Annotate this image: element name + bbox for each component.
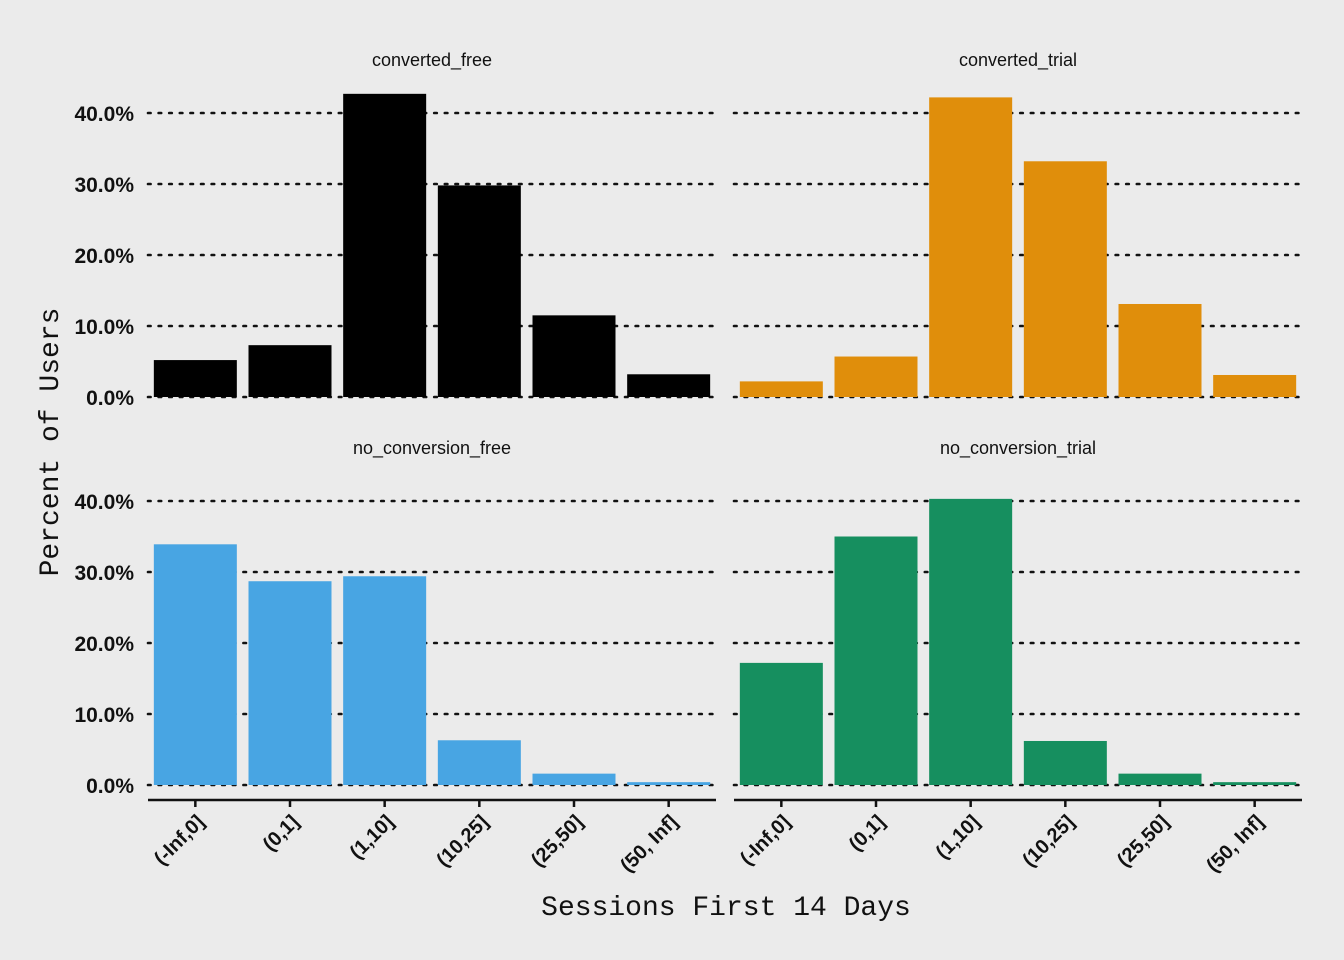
y-tick-label: 30.0% xyxy=(74,174,134,197)
x-tick-label: (50, Inf] xyxy=(616,811,682,877)
bar-no_conversion_trial-2 xyxy=(929,498,1013,785)
y-tick-label: 40.0% xyxy=(74,103,134,126)
y-tick-label: 20.0% xyxy=(74,633,134,656)
panel-title: no_conversion_trial xyxy=(940,438,1096,459)
bar-no_conversion_free-3 xyxy=(437,740,521,785)
panel-title: converted_trial xyxy=(959,50,1077,71)
x-tick-label: (-Inf,0] xyxy=(736,811,795,870)
bar-no_conversion_trial-5 xyxy=(1213,782,1297,785)
y-tick-label: 0.0% xyxy=(86,775,134,798)
y-tick-label: 40.0% xyxy=(74,491,134,514)
x-tick-label: (0,1] xyxy=(259,811,304,856)
panel-title: no_conversion_free xyxy=(353,438,511,459)
bar-no_conversion_trial-4 xyxy=(1118,773,1202,785)
y-tick-label: 20.0% xyxy=(74,245,134,268)
panel-converted_trial: converted_trial xyxy=(732,50,1304,399)
x-tick-label: (1,10] xyxy=(346,811,399,864)
x-tick-label: (50, Inf] xyxy=(1202,811,1268,877)
bar-no_conversion_free-0 xyxy=(153,544,237,785)
bar-no_conversion_trial-1 xyxy=(834,536,918,785)
bar-no_conversion_free-4 xyxy=(532,773,616,785)
bar-converted_trial-4 xyxy=(1118,303,1202,397)
bar-no_conversion_free-5 xyxy=(627,782,711,785)
x-tick-label: (25,50] xyxy=(527,811,587,871)
panel-no_conversion_free: no_conversion_free 0.0% 10.0% 20.0% 30.0% 40.… xyxy=(74,438,718,877)
y-axis-title: Percent of Users xyxy=(36,308,67,577)
x-tick-label: (10,25] xyxy=(1018,811,1078,871)
x-tick-label: (-Inf,0] xyxy=(150,811,209,870)
chart-panels: converted_free0.0%10.0%20.0%30.0%40.0%co… xyxy=(74,50,1304,877)
bar-converted_free-1 xyxy=(248,345,332,397)
x-tick-label: (10,25] xyxy=(432,811,492,871)
bar-converted_free-3 xyxy=(437,185,521,397)
bar-converted_trial-5 xyxy=(1213,374,1297,397)
panel-converted_free: converted_free 0.0% 10.0% 20.0% 30.0% 40.0% xyxy=(74,50,718,410)
bar-converted_trial-0 xyxy=(739,381,823,397)
bar-converted_trial-3 xyxy=(1023,161,1107,397)
bar-converted_trial-2 xyxy=(929,97,1013,397)
bar-converted_free-0 xyxy=(153,360,237,397)
bar-no_conversion_trial-3 xyxy=(1023,740,1107,785)
bar-no_conversion_free-2 xyxy=(343,576,427,785)
bar-converted_free-2 xyxy=(343,93,427,397)
bar-converted_free-5 xyxy=(627,374,711,397)
panel-no_conversion_trial: no_conversion_trial (-Inf,0] (0,1] (1,10] (1… xyxy=(732,438,1304,877)
x-tick-label: (25,50] xyxy=(1113,811,1173,871)
bar-converted_free-4 xyxy=(532,315,616,397)
bar-no_conversion_free-1 xyxy=(248,581,332,785)
y-tick-label: 10.0% xyxy=(74,704,134,727)
bar-no_conversion_trial-0 xyxy=(739,662,823,785)
y-tick-label: 10.0% xyxy=(74,316,134,339)
y-tick-label: 0.0% xyxy=(86,387,134,410)
panel-title: converted_free xyxy=(372,50,492,71)
x-axis-title: Sessions First 14 Days xyxy=(541,893,911,924)
x-tick-label: (1,10] xyxy=(932,811,985,864)
bar-converted_trial-1 xyxy=(834,356,918,397)
x-tick-label: (0,1] xyxy=(845,811,890,856)
y-tick-label: 30.0% xyxy=(74,562,134,585)
